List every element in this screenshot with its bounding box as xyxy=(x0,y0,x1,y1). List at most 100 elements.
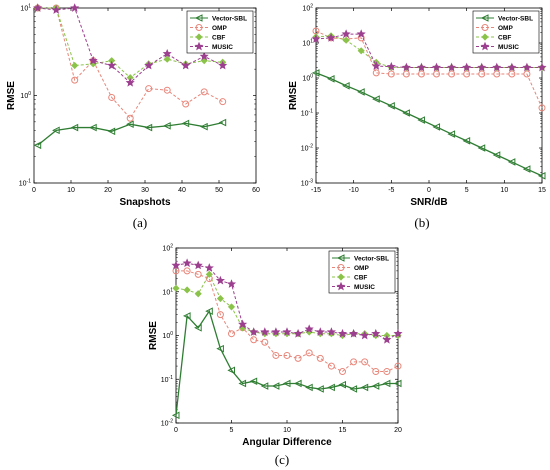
data-point xyxy=(200,88,208,96)
chart-panel-3: 0 5 10 15 20 10-2 10-1 100 101 102 Vector-SBL OMP CB… xyxy=(148,244,403,467)
data-point xyxy=(88,55,98,65)
legend-marker xyxy=(481,33,489,41)
data-point xyxy=(316,385,324,393)
data-point xyxy=(33,141,42,150)
data-point xyxy=(238,319,248,329)
legend-marker xyxy=(337,264,345,271)
data-point xyxy=(282,327,292,336)
data-point xyxy=(126,114,134,122)
y-tick-label: 101 xyxy=(302,39,313,48)
x-tick-label: 40 xyxy=(178,187,186,194)
data-point xyxy=(394,362,402,370)
data-point xyxy=(393,379,402,388)
data-point xyxy=(216,311,224,319)
series-omp xyxy=(172,267,402,376)
panel-caption: (c) xyxy=(275,452,289,467)
y-tick-label: 100 xyxy=(162,331,173,340)
data-point xyxy=(228,330,235,338)
data-point xyxy=(194,323,202,332)
data-point xyxy=(357,47,365,55)
data-point xyxy=(219,98,227,106)
data-point xyxy=(194,270,202,278)
y-tick-label: 10-2 xyxy=(301,144,313,153)
series-music xyxy=(171,258,403,344)
data-point xyxy=(125,77,135,87)
data-point xyxy=(393,328,403,338)
data-point xyxy=(538,104,546,112)
data-point xyxy=(492,151,501,159)
data-point xyxy=(316,354,324,362)
x-axis-label: Snapshots xyxy=(119,197,171,208)
data-point xyxy=(200,122,208,131)
data-point xyxy=(181,119,190,128)
data-point xyxy=(417,116,425,124)
data-point xyxy=(305,383,313,392)
data-point xyxy=(342,36,350,44)
data-point xyxy=(371,328,381,338)
data-point xyxy=(522,165,531,173)
data-point xyxy=(293,328,303,338)
data-point xyxy=(249,377,258,386)
series-music xyxy=(33,3,228,87)
data-point xyxy=(402,109,410,117)
data-point xyxy=(199,51,209,61)
series-line xyxy=(315,35,542,68)
data-point xyxy=(163,122,171,130)
data-point xyxy=(371,382,380,390)
data-point xyxy=(492,62,502,72)
y-tick-label: 101 xyxy=(162,287,173,296)
panel-caption: (b) xyxy=(414,215,429,230)
legend-label: CBF xyxy=(354,274,367,281)
legend-marker xyxy=(336,281,346,291)
data-point xyxy=(182,312,191,320)
x-tick-label: 20 xyxy=(104,187,112,194)
data-point xyxy=(282,379,291,388)
data-point xyxy=(163,55,171,63)
data-point xyxy=(293,379,302,388)
x-tick-label: 20 xyxy=(394,427,402,434)
data-point xyxy=(326,327,336,336)
legend-label: Vector-SBL xyxy=(498,15,533,22)
data-point xyxy=(238,379,247,388)
x-tick-label: 0 xyxy=(174,427,178,434)
data-point xyxy=(215,275,225,285)
data-point xyxy=(216,344,224,353)
data-point xyxy=(337,328,348,338)
data-point xyxy=(205,307,213,315)
y-axis-label: RMSE xyxy=(6,81,17,110)
data-point xyxy=(172,267,180,275)
data-point xyxy=(171,411,180,420)
series-line xyxy=(315,72,543,177)
legend-label: MUSIC xyxy=(498,44,519,51)
data-point xyxy=(183,267,191,275)
legend-label: CBF xyxy=(498,34,511,41)
panel-caption: (a) xyxy=(133,215,147,230)
data-point xyxy=(183,286,191,294)
x-tick-label: -5 xyxy=(388,187,394,194)
data-point xyxy=(144,60,154,70)
data-point xyxy=(227,303,236,311)
data-point xyxy=(271,327,281,336)
data-point xyxy=(218,118,227,127)
legend-label: OMP xyxy=(354,265,369,272)
data-point xyxy=(431,62,442,72)
data-point xyxy=(71,76,79,84)
x-axis-label: Angular Difference xyxy=(242,437,332,448)
y-axis-label: RMSE xyxy=(288,81,299,110)
data-point xyxy=(371,61,381,70)
legend-marker xyxy=(195,33,203,41)
series-vectorsbl xyxy=(171,307,402,420)
series-music xyxy=(311,29,547,72)
data-point xyxy=(163,86,171,94)
data-point xyxy=(144,123,153,132)
y-tick-label: 101 xyxy=(20,4,31,13)
legend-marker xyxy=(337,273,345,281)
data-point xyxy=(537,62,547,72)
data-point xyxy=(342,81,350,90)
data-point xyxy=(305,349,313,357)
x-tick-label: 10 xyxy=(67,187,75,194)
x-tick-label: 30 xyxy=(141,187,149,194)
x-tick-label: 50 xyxy=(215,187,223,194)
y-tick-label: 10-3 xyxy=(301,179,313,188)
x-axis-label: SNR/dB xyxy=(410,197,447,208)
